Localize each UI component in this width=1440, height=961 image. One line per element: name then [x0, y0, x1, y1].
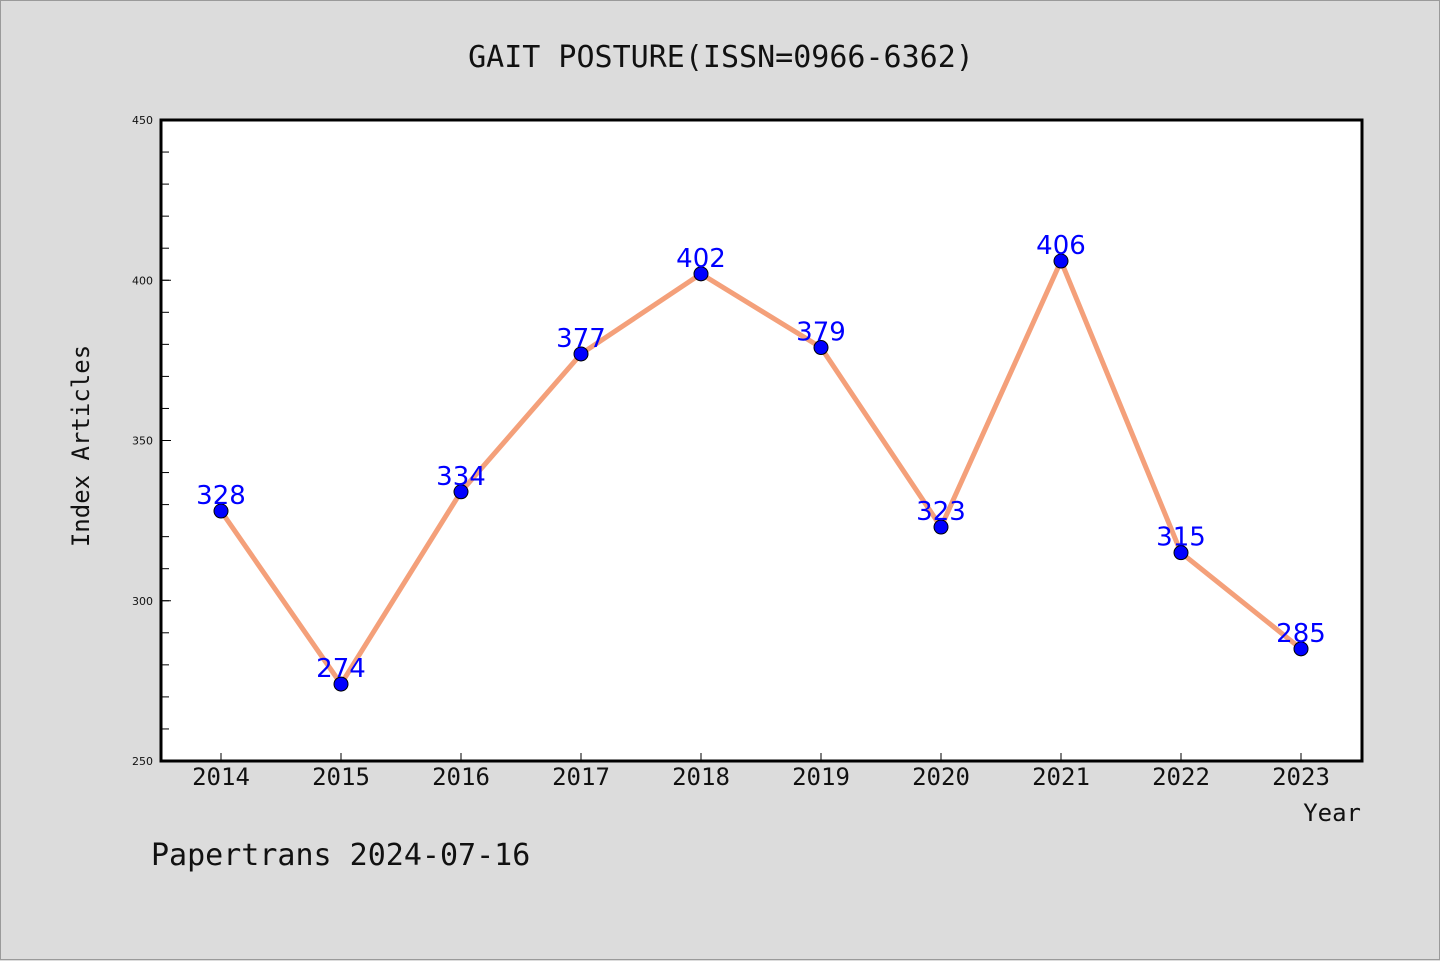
series-markers [213, 253, 1309, 692]
y-tick-label: 350 [132, 435, 153, 448]
data-label: 379 [796, 318, 846, 348]
y-tick-label: 400 [132, 274, 153, 287]
y-tick-label: 300 [132, 595, 153, 608]
y-tick-label: 450 [132, 114, 153, 127]
data-label: 377 [556, 324, 606, 354]
data-point [933, 519, 949, 535]
data-label: 323 [916, 497, 966, 527]
data-label: 402 [676, 244, 726, 274]
x-tick-label: 2023 [1272, 763, 1330, 791]
data-point [213, 503, 229, 519]
data-point [1053, 253, 1069, 269]
data-labels: 328 274 334 377 402 379 323 406 315 285 [196, 231, 1326, 684]
y-axis-ticks: 250 300 350 400 450 [132, 114, 171, 768]
y-axis-label: Index Articles [67, 345, 95, 547]
data-label: 285 [1276, 619, 1326, 649]
data-label: 406 [1036, 231, 1086, 261]
x-tick-label: 2014 [192, 763, 250, 791]
data-point [1293, 641, 1309, 657]
x-tick-label: 2015 [312, 763, 370, 791]
footer-source-date: Papertrans 2024-07-16 [151, 838, 530, 873]
x-tick-label: 2022 [1152, 763, 1210, 791]
data-label: 274 [316, 654, 366, 684]
data-point [453, 484, 469, 500]
x-tick-label: 2016 [432, 763, 490, 791]
x-axis-label: Year [1303, 799, 1361, 827]
data-point [333, 676, 349, 692]
data-point [573, 346, 589, 362]
x-axis-ticks: 2014 2015 2016 2017 2018 2019 2020 2021 2022 2023 [192, 753, 1330, 791]
y-tick-label: 250 [132, 755, 153, 768]
data-point [1173, 545, 1189, 561]
data-label: 328 [196, 481, 246, 511]
data-point [693, 266, 709, 282]
data-label: 315 [1156, 523, 1206, 553]
series-line [218, 258, 1303, 687]
data-label: 334 [436, 462, 486, 492]
x-tick-label: 2018 [672, 763, 730, 791]
x-tick-label: 2017 [552, 763, 610, 791]
data-point [813, 340, 829, 356]
x-tick-label: 2019 [792, 763, 850, 791]
x-tick-label: 2020 [912, 763, 970, 791]
chart-title: GAIT POSTURE(ISSN=0966-6362) [468, 40, 974, 75]
x-tick-label: 2021 [1032, 763, 1090, 791]
